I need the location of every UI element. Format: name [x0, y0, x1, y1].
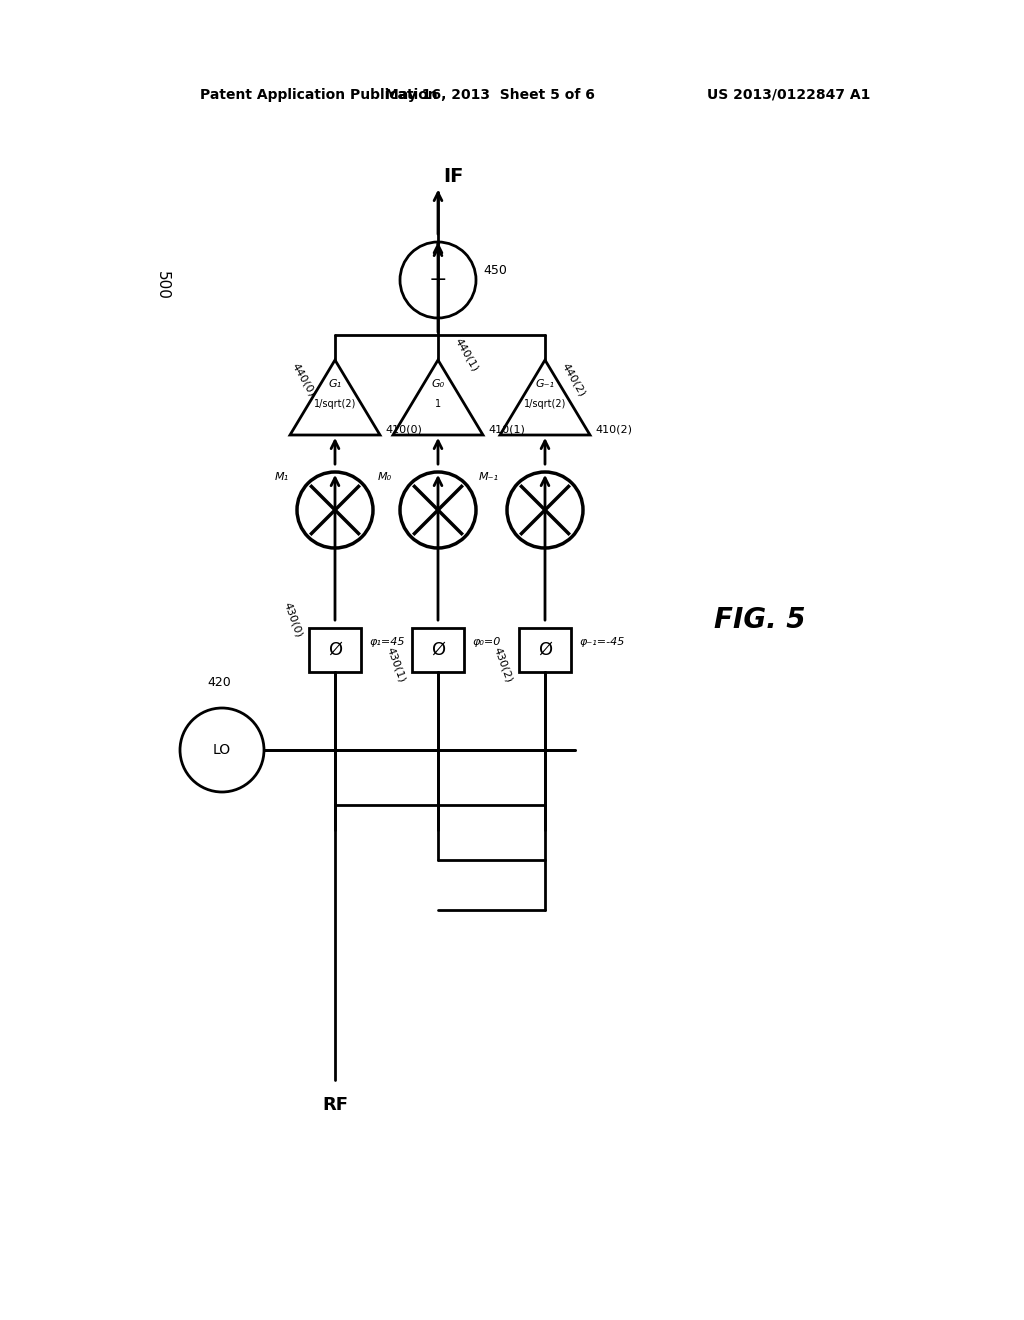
Text: G₀: G₀	[431, 379, 444, 389]
Text: 410(1): 410(1)	[488, 425, 525, 436]
Text: 430(0): 430(0)	[282, 601, 304, 639]
Text: M₀: M₀	[378, 473, 392, 482]
Text: Ø: Ø	[538, 642, 552, 659]
Text: May 16, 2013  Sheet 5 of 6: May 16, 2013 Sheet 5 of 6	[385, 88, 595, 102]
Text: φ₋₁=-45: φ₋₁=-45	[579, 638, 625, 647]
Text: US 2013/0122847 A1: US 2013/0122847 A1	[707, 88, 870, 102]
Text: 410(2): 410(2)	[595, 425, 632, 436]
Text: M₋₁: M₋₁	[479, 473, 499, 482]
Text: 450: 450	[483, 264, 507, 276]
Text: G₋₁: G₋₁	[536, 379, 555, 389]
Text: φ₀=0: φ₀=0	[472, 638, 501, 647]
Text: φ₁=45: φ₁=45	[369, 638, 404, 647]
Text: 410(0): 410(0)	[385, 425, 422, 436]
Text: FIG. 5: FIG. 5	[715, 606, 806, 634]
Text: RF: RF	[322, 1096, 348, 1114]
Text: 440(0): 440(0)	[290, 362, 317, 399]
Text: M₁: M₁	[274, 473, 289, 482]
Text: IF: IF	[443, 168, 464, 186]
Text: Patent Application Publication: Patent Application Publication	[200, 88, 437, 102]
Text: 420: 420	[207, 676, 230, 689]
Text: 1/sqrt(2): 1/sqrt(2)	[524, 399, 566, 409]
Text: 430(2): 430(2)	[492, 645, 514, 684]
Text: Ø: Ø	[328, 642, 342, 659]
Text: 440(2): 440(2)	[560, 362, 587, 399]
Text: +: +	[429, 271, 447, 290]
Text: LO: LO	[213, 743, 231, 756]
Text: 1/sqrt(2): 1/sqrt(2)	[313, 399, 356, 409]
Text: 430(1): 430(1)	[385, 645, 407, 684]
Text: Ø: Ø	[431, 642, 445, 659]
Text: 440(1): 440(1)	[453, 337, 480, 374]
Text: G₁: G₁	[329, 379, 342, 389]
Text: 500: 500	[155, 271, 170, 300]
Text: 1: 1	[435, 399, 441, 409]
